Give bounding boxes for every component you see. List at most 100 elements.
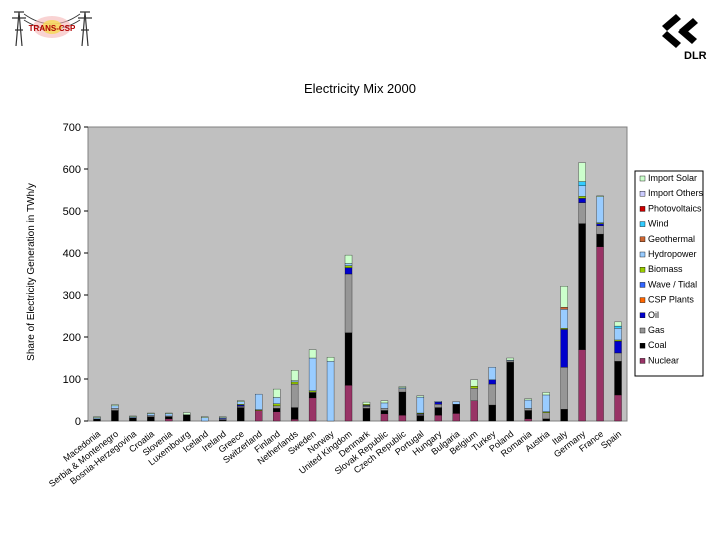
bar-segment — [380, 402, 389, 409]
legend-swatch — [639, 327, 646, 334]
legend-entry: Oil — [648, 310, 659, 320]
bar-segment — [308, 392, 317, 399]
bar-segment — [93, 417, 101, 420]
bar-segment — [578, 181, 586, 186]
bar-segment — [614, 394, 622, 422]
legend-entry: Biomass — [648, 264, 683, 274]
bar-segment — [488, 379, 496, 385]
bar-segment — [326, 357, 335, 362]
bar-segment — [524, 418, 532, 422]
bar-segment — [578, 202, 586, 224]
y-tick-label: 600 — [63, 164, 81, 176]
legend-swatch — [639, 282, 646, 288]
bar-segment — [614, 361, 622, 396]
bar-segment — [362, 408, 371, 422]
bar-segment — [183, 414, 191, 422]
bar-segment — [344, 263, 353, 266]
bar-segment — [596, 233, 604, 247]
dlr-logo-text: DLR — [684, 50, 707, 62]
bar-segment — [111, 404, 119, 407]
bar-segment — [201, 416, 209, 418]
legend-swatch — [639, 190, 646, 197]
bar-segment — [542, 392, 550, 396]
bar-segment — [308, 357, 317, 391]
bar-segment — [308, 349, 317, 359]
bar-segment — [560, 307, 568, 310]
bar-segment — [219, 416, 227, 418]
bar-segment — [344, 273, 353, 333]
bar-segment — [344, 265, 353, 268]
bar-segment — [434, 401, 443, 403]
bar-segment — [560, 328, 568, 330]
bar-segment — [344, 385, 353, 422]
legend-swatch — [639, 221, 646, 227]
trans-csp-logo-text: TRANS-CSP — [29, 24, 76, 33]
bar-segment — [578, 185, 586, 197]
bar-segment — [578, 223, 586, 350]
bar-segment — [416, 415, 425, 422]
legend: Import Solar Import Others Photovoltaics Wi… — [639, 173, 704, 365]
legend-swatch — [639, 267, 646, 273]
bar-segment — [596, 196, 604, 223]
bar-segment — [488, 404, 496, 422]
bar-segment — [434, 414, 443, 422]
bar-segment — [290, 407, 299, 420]
bar-segment — [290, 370, 299, 381]
bar-segment — [290, 380, 299, 383]
bar-segment — [380, 408, 389, 411]
bar-segment — [416, 396, 425, 414]
bar-segment — [614, 339, 622, 342]
bar-segment — [165, 412, 173, 415]
y-tick-label: 700 — [63, 122, 81, 134]
bar-segment — [398, 414, 407, 422]
legend-entry: Import Solar — [648, 173, 697, 183]
bar-segment — [237, 401, 245, 405]
bar-segment — [290, 383, 299, 408]
bar-segment — [290, 419, 299, 422]
bar-segment — [560, 286, 568, 308]
bar-segment — [398, 386, 407, 388]
bar-segment — [524, 410, 532, 420]
bar-segment — [524, 399, 532, 409]
bar-segment — [434, 404, 443, 408]
bar-segment — [488, 367, 496, 380]
bar-segment — [272, 397, 281, 404]
legend-swatch — [639, 175, 646, 182]
bar-segment — [614, 328, 622, 341]
bar-segment — [596, 246, 604, 422]
legend-entry: CSP Plants — [648, 295, 694, 305]
bar-segment — [524, 408, 532, 411]
bar-segment — [560, 409, 568, 422]
bar-segment — [308, 390, 317, 393]
bar-segment — [272, 388, 281, 398]
bar-segment — [362, 404, 371, 406]
bar-segment — [542, 412, 550, 420]
legend-swatch — [639, 251, 646, 258]
legend-entry: Nuclear — [648, 355, 679, 365]
legend-entry: Geothermal — [648, 234, 695, 244]
bar-segment — [362, 401, 371, 405]
chart-title: Electricity Mix 2000 — [304, 81, 416, 96]
y-tick-label: 200 — [63, 332, 81, 344]
bar-segment — [272, 403, 281, 407]
bar-segment — [201, 417, 209, 422]
legend-swatch — [639, 206, 646, 212]
y-tick-label: 400 — [63, 248, 81, 260]
bar-segment — [560, 367, 568, 410]
bar-segment — [542, 418, 550, 422]
bar-segment — [560, 329, 568, 368]
legend-entry: Wave / Tidal — [648, 279, 697, 289]
legend-entry: Gas — [648, 325, 665, 335]
bar-segment — [506, 362, 514, 422]
bar-segment — [614, 341, 622, 354]
bar-segment — [272, 408, 281, 412]
bar-segment — [344, 267, 353, 275]
bar-segment — [344, 254, 353, 264]
legend-swatch — [639, 358, 646, 364]
legend-entry: Wind — [648, 219, 669, 229]
bar-segment — [93, 416, 101, 418]
bar-segment — [452, 404, 460, 414]
bar-segment — [255, 410, 263, 422]
bar-segment — [93, 418, 101, 422]
